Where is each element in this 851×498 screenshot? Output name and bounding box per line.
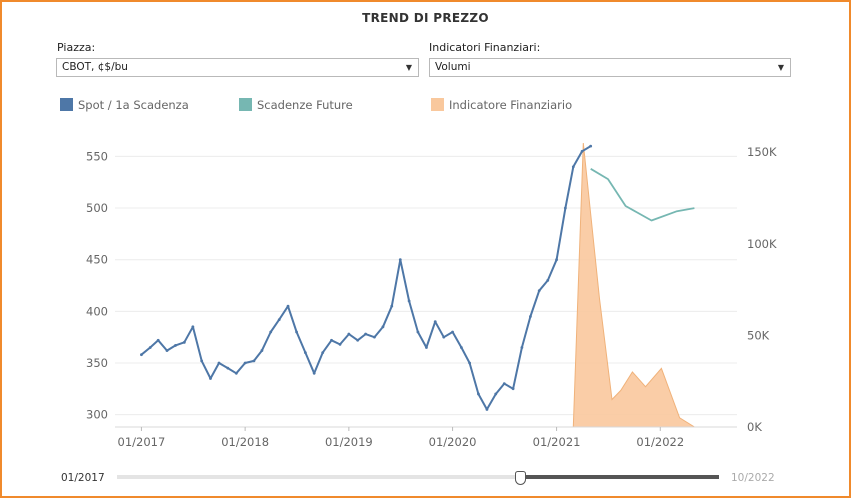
series-line-future — [590, 168, 695, 222]
data-point-spot — [485, 408, 489, 411]
data-point-spot — [373, 335, 376, 339]
data-point-spot — [217, 361, 221, 365]
y-tick-label-left: 400 — [86, 304, 108, 318]
y-tick-label-right: 50K — [747, 328, 770, 342]
data-point-spot — [416, 330, 420, 334]
data-point-spot — [260, 349, 264, 352]
data-point-spot — [356, 338, 360, 342]
data-point-spot — [182, 340, 186, 344]
data-point-spot — [555, 258, 558, 262]
data-point-spot — [407, 299, 411, 303]
data-point-spot — [269, 330, 273, 334]
data-point-spot — [312, 371, 316, 375]
y-tick-label-left: 500 — [86, 201, 108, 215]
data-point-spot — [425, 346, 428, 349]
y-tick-label-left: 300 — [86, 408, 108, 422]
y-tick-label-left: 350 — [86, 356, 108, 370]
data-point-spot — [571, 165, 575, 169]
data-point-spot — [381, 325, 385, 329]
data-point-spot — [234, 371, 238, 375]
data-point-spot — [442, 335, 446, 339]
data-point-spot — [398, 258, 402, 262]
data-point-spot — [174, 344, 177, 347]
data-point-spot — [286, 304, 290, 308]
data-point-spot — [140, 353, 143, 357]
data-point-spot — [537, 289, 541, 293]
data-point-spot — [563, 206, 567, 210]
data-point-spot — [191, 325, 195, 329]
x-tick-label: 01/2020 — [429, 435, 477, 449]
data-point-spot — [303, 351, 307, 355]
data-point-spot — [165, 349, 169, 352]
slider-end-label: 10/2022 — [731, 472, 775, 484]
y-tick-label-left: 450 — [86, 253, 108, 267]
data-point-spot — [295, 330, 298, 334]
data-point-spot — [546, 278, 550, 282]
legend-swatch-future — [239, 98, 252, 111]
legend-label-future: Scadenze Future — [257, 98, 353, 112]
data-point-spot — [243, 361, 247, 365]
data-point-spot — [502, 382, 506, 386]
data-point-spot — [511, 387, 515, 391]
chevron-down-icon: ▼ — [777, 63, 784, 72]
chevron-down-icon: ▼ — [405, 63, 412, 72]
date-slider-handle[interactable] — [515, 471, 526, 485]
data-point-spot — [468, 361, 472, 365]
x-tick-label: 01/2021 — [533, 435, 581, 449]
piazza-label: Piazza: — [57, 41, 96, 54]
chart-title: TREND DI PREZZO — [362, 11, 489, 25]
data-point-spot — [520, 346, 524, 349]
legend-label-spot: Spot / 1a Scadenza — [78, 98, 189, 112]
data-point-spot — [226, 366, 230, 370]
date-slider-track[interactable] — [117, 475, 719, 479]
data-point-spot — [580, 149, 584, 153]
legend-swatch-spot — [60, 98, 73, 111]
data-point-spot — [338, 342, 342, 346]
data-point-spot — [277, 318, 281, 321]
data-point-spot — [477, 392, 480, 396]
data-point-spot — [433, 320, 437, 324]
y-tick-label-left: 550 — [86, 149, 108, 163]
data-point-spot — [252, 359, 256, 363]
legend-item-spot[interactable]: Spot / 1a Scadenza — [60, 97, 189, 113]
x-tick-label: 01/2022 — [636, 435, 684, 449]
data-point-spot — [390, 304, 394, 308]
y-tick-label-right: 150K — [747, 145, 777, 159]
x-tick-label: 01/2017 — [118, 435, 166, 449]
data-point-spot — [200, 359, 204, 363]
data-point-spot — [364, 332, 368, 336]
x-tick-label: 01/2018 — [221, 435, 269, 449]
data-point-spot — [321, 351, 325, 355]
piazza-value: CBOT, ¢$/bu — [62, 61, 128, 73]
piazza-dropdown[interactable]: CBOT, ¢$/bu ▼ — [56, 58, 419, 77]
data-point-spot — [148, 346, 152, 349]
x-tick-label: 01/2019 — [325, 435, 373, 449]
data-point-spot — [529, 315, 532, 318]
legend-item-future[interactable]: Scadenze Future — [239, 97, 353, 113]
data-point-spot — [330, 338, 333, 342]
data-point-spot — [209, 377, 212, 380]
indicatori-dropdown[interactable]: Volumi ▼ — [429, 58, 791, 77]
legend-label-indicatore: Indicatore Finanziario — [449, 98, 573, 112]
data-point-spot — [347, 332, 351, 336]
y-tick-label-right: 100K — [747, 237, 777, 251]
series-line-spot — [140, 145, 592, 411]
y-tick-label-right: 0K — [747, 420, 762, 434]
series-area-indicatore — [572, 142, 697, 428]
data-point-spot — [589, 144, 593, 148]
legend-swatch-indicatore — [431, 98, 444, 111]
legend-item-indicatore[interactable]: Indicatore Finanziario — [431, 97, 572, 113]
slider-start-label: 01/2017 — [61, 472, 105, 484]
data-point-spot — [156, 338, 160, 342]
data-point-spot — [451, 330, 454, 334]
data-point-spot — [494, 392, 498, 396]
indicatori-label: Indicatori Finanziari: — [429, 41, 541, 54]
indicatori-value: Volumi — [435, 61, 471, 73]
date-slider-fill — [521, 475, 719, 479]
data-point-spot — [459, 346, 463, 349]
